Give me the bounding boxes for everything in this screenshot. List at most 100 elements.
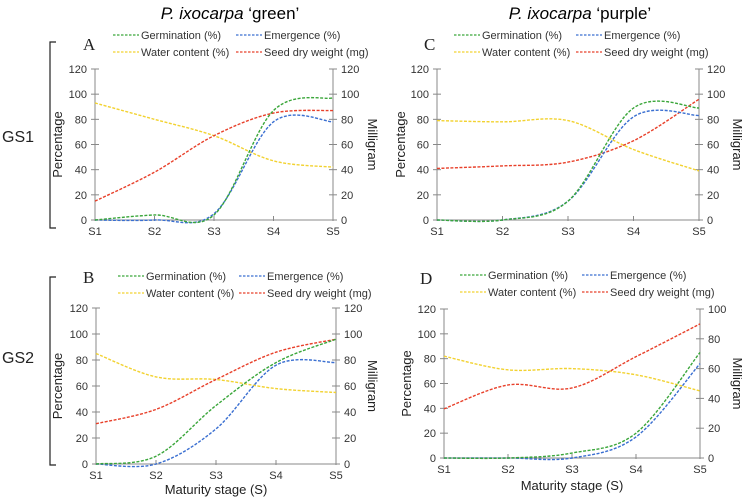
series-line-germination — [436, 100, 700, 223]
x-tick-label: S4 — [627, 226, 640, 238]
row-bracket-gs2 — [49, 276, 56, 466]
row-label-gs1: GS1 — [2, 129, 34, 146]
y-tick-label: 60 — [417, 140, 429, 152]
y-tick-label: 60 — [76, 381, 88, 393]
y2-tick-label: 40 — [708, 393, 720, 405]
legend-label-emergence: Emergence (%) — [610, 270, 686, 282]
series-line-emergence — [95, 359, 337, 468]
y-tick-label: 60 — [75, 140, 87, 152]
variety-name: ‘purple’ — [592, 4, 652, 23]
y-tick-label: 120 — [418, 304, 436, 316]
series-line-weight — [443, 323, 701, 410]
variety-name: ‘green’ — [244, 4, 300, 23]
y-tick-label: 40 — [424, 403, 436, 415]
panel-a: A Germination (%) Emergence (%) Water conte… — [50, 30, 380, 238]
y2-tick-label: 120 — [707, 64, 725, 76]
x-tick-label: S2 — [148, 226, 161, 238]
row-bracket-gs1 — [49, 41, 56, 229]
y2-tick-label: 40 — [707, 165, 719, 177]
y-axis-title: Percentage — [393, 111, 408, 178]
y2-tick-label: 100 — [344, 329, 362, 341]
y2-tick-label: 100 — [708, 304, 726, 316]
y2-tick-label: 120 — [344, 303, 362, 315]
y-tick-label: 80 — [75, 114, 87, 126]
y2-tick-label: 40 — [341, 165, 353, 177]
y-tick-label: 0 — [82, 459, 88, 471]
y2-axis-title: Milligram — [365, 119, 380, 171]
legend-label-weight: Seed dry weight (mg) — [610, 287, 715, 299]
y-tick-label: 100 — [69, 89, 87, 101]
legend-label-emergence: Emergence (%) — [267, 271, 343, 283]
y-tick-label: 100 — [411, 89, 429, 101]
y-tick-label: 40 — [417, 165, 429, 177]
y-tick-label: 120 — [70, 303, 88, 315]
y-axis-title: Percentage — [50, 353, 65, 420]
y-tick-label: 100 — [418, 329, 436, 341]
y2-tick-label: 0 — [341, 215, 347, 227]
x-tick-label: S3 — [209, 470, 222, 482]
legend-label-weight: Seed dry weight (mg) — [264, 47, 369, 59]
y2-tick-label: 0 — [708, 453, 714, 465]
x-tick-label: S1 — [89, 470, 102, 482]
y-tick-label: 20 — [76, 433, 88, 445]
column-title-purple: P. ixocarpa ‘purple’ — [509, 4, 651, 23]
species-name: P. ixocarpa — [161, 4, 244, 23]
y2-tick-label: 60 — [708, 364, 720, 376]
column-title-green: P. ixocarpa ‘green’ — [161, 4, 300, 23]
y2-tick-label: 40 — [344, 407, 356, 419]
y-tick-label: 20 — [424, 428, 436, 440]
y-tick-label: 80 — [424, 354, 436, 366]
y2-tick-label: 60 — [341, 140, 353, 152]
y-tick-label: 20 — [417, 190, 429, 202]
y2-axis-title: Milligram — [730, 358, 742, 410]
y2-tick-label: 80 — [344, 355, 356, 367]
panel-c: C Germination (%) Emergence (%) Water conte… — [393, 30, 742, 238]
series-line-emergence — [436, 109, 700, 223]
panel-letter: B — [83, 268, 94, 287]
y-axis-title: Percentage — [50, 111, 65, 178]
x-axis-title: Maturity stage (S) — [521, 478, 624, 493]
panel-b: B Germination (%) Emergence (%) Water conte… — [50, 268, 380, 497]
y2-tick-label: 120 — [341, 64, 359, 76]
x-tick-label: S4 — [267, 226, 280, 238]
series-line-water — [95, 352, 337, 394]
y-tick-label: 0 — [423, 215, 429, 227]
legend-label-germination: Germination (%) — [141, 30, 221, 42]
x-tick-label: S2 — [496, 226, 509, 238]
x-tick-label: S1 — [430, 226, 443, 238]
y2-tick-label: 60 — [344, 381, 356, 393]
y-axis-title: Percentage — [399, 350, 414, 417]
y-tick-label: 0 — [430, 453, 436, 465]
species-name: P. ixocarpa — [509, 4, 592, 23]
series-line-emergence — [443, 363, 701, 461]
x-tick-label: S5 — [326, 226, 339, 238]
x-tick-label: S2 — [149, 470, 162, 482]
y2-tick-label: 80 — [707, 114, 719, 126]
y2-axis-title: Milligram — [730, 119, 742, 171]
series-line-germination — [95, 338, 337, 465]
y-tick-label: 80 — [76, 355, 88, 367]
y-tick-label: 0 — [81, 215, 87, 227]
panel-letter: A — [83, 35, 96, 54]
legend-label-water: Water content (%) — [488, 287, 576, 299]
series-line-germination — [443, 352, 701, 460]
y2-tick-label: 60 — [707, 140, 719, 152]
y2-tick-label: 20 — [708, 423, 720, 435]
y-tick-label: 20 — [75, 190, 87, 202]
y2-tick-label: 80 — [341, 114, 353, 126]
x-tick-label: S4 — [629, 464, 642, 476]
x-tick-label: S3 — [561, 226, 574, 238]
y2-tick-label: 0 — [344, 459, 350, 471]
legend-label-germination: Germination (%) — [146, 271, 226, 283]
panel-d: D Germination (%) Emergence (%) Water conte… — [399, 269, 742, 493]
y2-tick-label: 0 — [707, 215, 713, 227]
x-tick-label: S5 — [329, 470, 342, 482]
legend-label-germination: Germination (%) — [488, 270, 568, 282]
series-line-emergence — [94, 114, 334, 224]
y-tick-label: 60 — [424, 379, 436, 391]
y2-tick-label: 20 — [344, 433, 356, 445]
x-tick-label: S3 — [207, 226, 220, 238]
legend-label-emergence: Emergence (%) — [604, 30, 680, 42]
row-label-gs2: GS2 — [2, 350, 34, 367]
y-tick-label: 120 — [411, 64, 429, 76]
